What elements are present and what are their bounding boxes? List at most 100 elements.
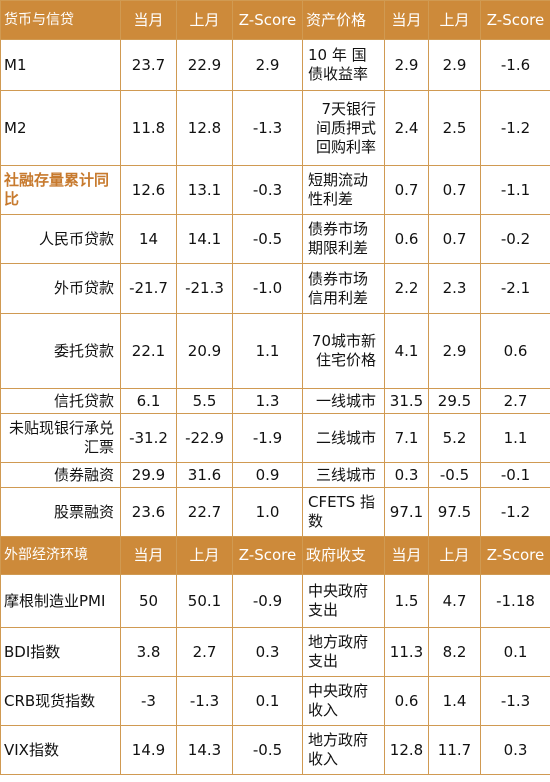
budget-current: 1.5 [384,574,429,628]
row-label: 外币贷款 [0,263,121,314]
asset-label: 二线城市 [302,413,385,463]
cell-current: 22.1 [120,313,177,389]
cell-current: 23.7 [120,39,177,91]
asset-current: 7.1 [384,413,429,463]
cell-current: -31.2 [120,413,177,463]
budget-current: 11.3 [384,627,429,677]
row-label: M2 [0,90,121,166]
asset-label: 短期流动性利差 [302,165,385,215]
row-label: 未贴现银行承兑汇票 [0,413,121,463]
cell-current: 12.6 [120,165,177,215]
asset-label: 7天银行间质押式回购利率 [302,90,385,166]
row-label: 股票融资 [0,487,121,537]
asset-previous: 2.9 [428,39,481,91]
asset-label: 一线城市 [302,388,385,414]
asset-zscore: -1.2 [480,90,550,166]
asset-zscore: 1.1 [480,413,550,463]
cell-current: 29.9 [120,462,177,488]
row-label: M1 [0,39,121,91]
header-current: 当月 [384,536,429,575]
row-label: CRB现货指数 [0,676,121,726]
cell-zscore: -0.5 [232,214,303,264]
table-row: 社融存量累计同比 12.6 13.1 -0.3 短期流动性利差 0.7 0.7 … [0,165,550,215]
row-label: 摩根制造业PMI [0,574,121,628]
cell-previous: 14.3 [176,725,233,775]
cell-zscore: 1.1 [232,313,303,389]
cell-previous: 2.7 [176,627,233,677]
table-row: 外币贷款 -21.7 -21.3 -1.0 债券市场信用利差 2.2 2.3 -… [0,263,550,314]
table-row: M1 23.7 22.9 2.9 10 年 国债收益率 2.9 2.9 -1.6 [0,39,550,91]
top-header-row: 货币与信贷 当月 上月 Z-Score 资产价格 当月 上月 Z-Score [0,0,550,40]
cell-current: -3 [120,676,177,726]
cell-previous: 50.1 [176,574,233,628]
row-label: 社融存量累计同比 [0,165,121,215]
budget-zscore: 0.1 [480,627,550,677]
header-previous: 上月 [428,536,481,575]
asset-zscore: -2.1 [480,263,550,314]
asset-zscore: -1.6 [480,39,550,91]
header-previous: 上月 [176,0,233,40]
cell-previous: 14.1 [176,214,233,264]
header-zscore: Z-Score [480,536,550,575]
cell-current: 14.9 [120,725,177,775]
asset-current: 4.1 [384,313,429,389]
asset-zscore: -1.1 [480,165,550,215]
asset-previous: 2.5 [428,90,481,166]
budget-previous: 4.7 [428,574,481,628]
asset-label: CFETS 指数 [302,487,385,537]
header-zscore: Z-Score [480,0,550,40]
asset-previous: 0.7 [428,214,481,264]
table-row: 委托贷款 22.1 20.9 1.1 70城市新住宅价格 4.1 2.9 0.6 [0,313,550,389]
cell-previous: -22.9 [176,413,233,463]
cell-previous: 31.6 [176,462,233,488]
asset-previous: 0.7 [428,165,481,215]
header-current: 当月 [120,536,177,575]
cell-zscore: 1.0 [232,487,303,537]
asset-current: 0.7 [384,165,429,215]
table-row: M2 11.8 12.8 -1.3 7天银行间质押式回购利率 2.4 2.5 -… [0,90,550,166]
asset-previous: 2.3 [428,263,481,314]
table-row: BDI指数 3.8 2.7 0.3 地方政府支出 11.3 8.2 0.1 [0,627,550,677]
asset-label: 债券市场信用利差 [302,263,385,314]
cell-zscore: -0.5 [232,725,303,775]
asset-zscore: -0.1 [480,462,550,488]
row-label: 信托贷款 [0,388,121,414]
cell-zscore: 0.1 [232,676,303,726]
budget-label: 地方政府支出 [302,627,385,677]
cell-zscore: -0.9 [232,574,303,628]
row-label: 债券融资 [0,462,121,488]
table-row: 债券融资 29.9 31.6 0.9 三线城市 0.3 -0.5 -0.1 [0,462,550,488]
budget-previous: 1.4 [428,676,481,726]
cell-zscore: -1.0 [232,263,303,314]
asset-zscore: 0.6 [480,313,550,389]
header-zscore: Z-Score [232,0,303,40]
table-row: 信托贷款 6.1 5.5 1.3 一线城市 31.5 29.5 2.7 [0,388,550,414]
asset-current: 31.5 [384,388,429,414]
budget-zscore: -1.18 [480,574,550,628]
asset-previous: -0.5 [428,462,481,488]
asset-previous: 97.5 [428,487,481,537]
cell-zscore: -1.3 [232,90,303,166]
table-row: 人民币贷款 14 14.1 -0.5 债券市场期限利差 0.6 0.7 -0.2 [0,214,550,264]
asset-previous: 5.2 [428,413,481,463]
header-zscore: Z-Score [232,536,303,575]
budget-previous: 8.2 [428,627,481,677]
table-row: 股票融资 23.6 22.7 1.0 CFETS 指数 97.1 97.5 -1… [0,487,550,537]
cell-previous: -1.3 [176,676,233,726]
header-money-credit: 货币与信贷 [0,0,121,40]
header-previous: 上月 [176,536,233,575]
budget-label: 中央政府收入 [302,676,385,726]
cell-current: 3.8 [120,627,177,677]
cell-current: 23.6 [120,487,177,537]
table-row: 未贴现银行承兑汇票 -31.2 -22.9 -1.9 二线城市 7.1 5.2 … [0,413,550,463]
header-external-economy: 外部经济环境 [0,536,121,575]
table-row: CRB现货指数 -3 -1.3 0.1 中央政府收入 0.6 1.4 -1.3 [0,676,550,726]
cell-current: -21.7 [120,263,177,314]
asset-zscore: -1.2 [480,487,550,537]
header-government-budget: 政府收支 [302,536,385,575]
cell-zscore: 0.9 [232,462,303,488]
budget-current: 12.8 [384,725,429,775]
cell-previous: 22.7 [176,487,233,537]
asset-current: 2.9 [384,39,429,91]
